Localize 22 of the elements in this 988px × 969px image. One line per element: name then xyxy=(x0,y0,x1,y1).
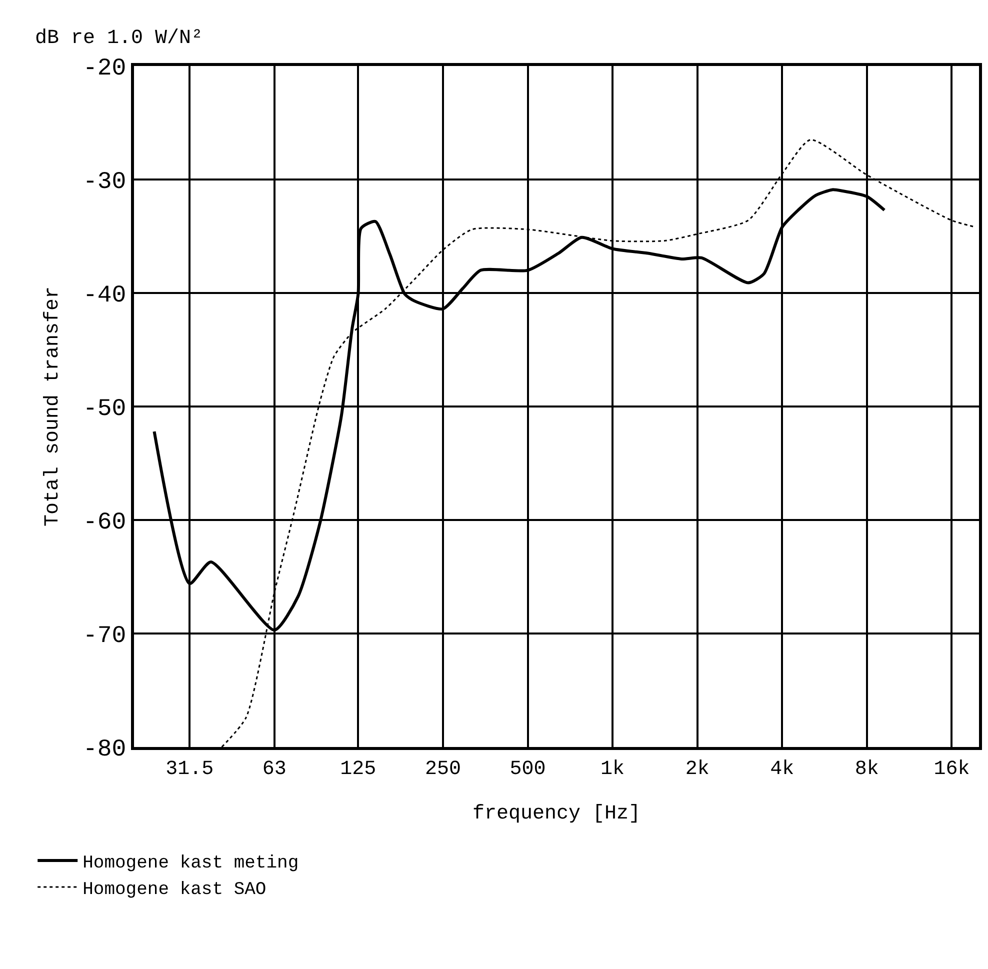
y-tick-label: -70 xyxy=(82,622,126,650)
x-tick-label: 1k xyxy=(600,758,625,781)
x-tick-label: 16k xyxy=(934,758,970,781)
y-axis-title: Total sound transfer xyxy=(41,286,64,527)
y-tick-label: -20 xyxy=(82,55,126,82)
x-tick-label: 2k xyxy=(685,758,710,781)
y-tick-label: -30 xyxy=(82,168,126,196)
x-tick-label: 4k xyxy=(770,758,794,781)
x-tick-label: 125 xyxy=(340,758,376,781)
y-tick-label: -40 xyxy=(82,282,126,310)
y-tick-label: -50 xyxy=(82,396,126,423)
x-tick-label: 31.5 xyxy=(166,758,214,781)
text: dB re 1.0 W/N² xyxy=(35,27,204,50)
x-axis-title: frequency [Hz] xyxy=(472,802,641,826)
legend-label: Homogene kast SAO xyxy=(82,880,266,900)
x-tick-label: 500 xyxy=(510,758,546,781)
x-tick-label: 8k xyxy=(854,758,879,781)
y-tick-label: -80 xyxy=(82,736,126,764)
legend-label: Homogene kast meting xyxy=(82,854,299,874)
y-tick-label: -60 xyxy=(82,509,126,536)
x-tick-label: 63 xyxy=(262,758,286,781)
x-tick-label: 250 xyxy=(424,758,461,781)
